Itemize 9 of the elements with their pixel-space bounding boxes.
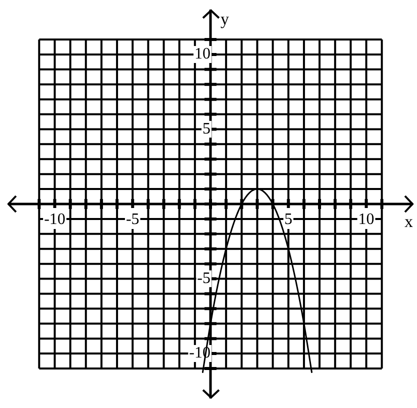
y-axis-title: y bbox=[220, 10, 230, 29]
x-tick-label: -5 bbox=[126, 210, 140, 228]
x-tick-label: 10 bbox=[358, 210, 374, 228]
y-tick-label: 10 bbox=[194, 46, 210, 63]
x-tick-label: -10 bbox=[44, 210, 66, 228]
x-axis-title: x bbox=[404, 212, 414, 231]
y-tick-label: -5 bbox=[197, 270, 210, 287]
y-tick-label: 5 bbox=[202, 120, 210, 138]
x-tick-label: 5 bbox=[284, 210, 292, 228]
